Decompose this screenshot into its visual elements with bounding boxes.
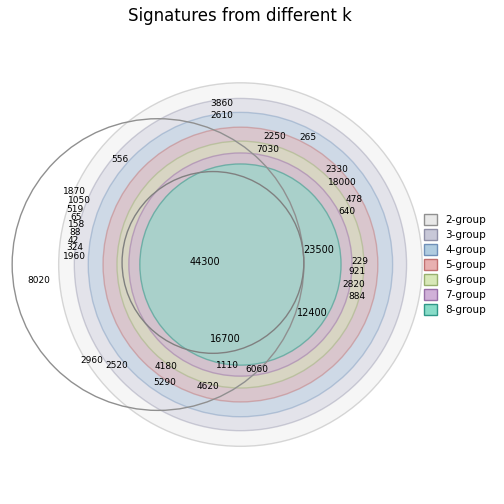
Text: 7030: 7030 <box>257 145 279 154</box>
Text: 519: 519 <box>66 205 83 214</box>
Circle shape <box>88 112 393 417</box>
Text: 8020: 8020 <box>27 276 50 285</box>
Text: 158: 158 <box>68 220 85 229</box>
Text: 3860: 3860 <box>210 99 233 108</box>
Text: 12400: 12400 <box>297 308 328 318</box>
Circle shape <box>74 98 407 431</box>
Text: 6060: 6060 <box>246 365 269 374</box>
Text: 23500: 23500 <box>303 245 334 255</box>
Title: Signatures from different k: Signatures from different k <box>129 7 352 25</box>
Text: 1960: 1960 <box>63 251 86 261</box>
Text: 640: 640 <box>338 207 355 216</box>
Text: 16700: 16700 <box>210 334 241 344</box>
Text: 229: 229 <box>351 257 368 266</box>
Circle shape <box>103 127 378 402</box>
Text: 1050: 1050 <box>69 196 91 205</box>
Text: 44300: 44300 <box>189 258 220 268</box>
Circle shape <box>58 83 422 447</box>
Text: 2330: 2330 <box>326 164 348 173</box>
Text: 265: 265 <box>299 133 317 142</box>
Circle shape <box>117 141 364 388</box>
Text: 556: 556 <box>111 155 129 164</box>
Text: 4180: 4180 <box>155 361 178 370</box>
Text: 2610: 2610 <box>210 111 233 120</box>
Circle shape <box>129 153 352 376</box>
Text: 65: 65 <box>71 213 82 222</box>
Text: 88: 88 <box>69 228 81 237</box>
Legend: 2-group, 3-group, 4-group, 5-group, 6-group, 7-group, 8-group: 2-group, 3-group, 4-group, 5-group, 6-gr… <box>422 212 488 317</box>
Text: 5290: 5290 <box>154 377 176 387</box>
Text: 42: 42 <box>68 235 79 244</box>
Text: 921: 921 <box>348 267 365 276</box>
Text: 2520: 2520 <box>106 361 129 369</box>
Text: 2820: 2820 <box>342 280 365 289</box>
Text: 2960: 2960 <box>80 356 103 365</box>
Text: 1870: 1870 <box>63 187 86 197</box>
Text: 18000: 18000 <box>329 178 357 187</box>
Circle shape <box>140 164 341 365</box>
Text: 4620: 4620 <box>196 382 219 391</box>
Text: 884: 884 <box>348 292 365 301</box>
Text: 324: 324 <box>66 243 83 252</box>
Text: 2250: 2250 <box>263 132 286 141</box>
Text: 1110: 1110 <box>216 361 239 369</box>
Text: 478: 478 <box>345 195 362 204</box>
